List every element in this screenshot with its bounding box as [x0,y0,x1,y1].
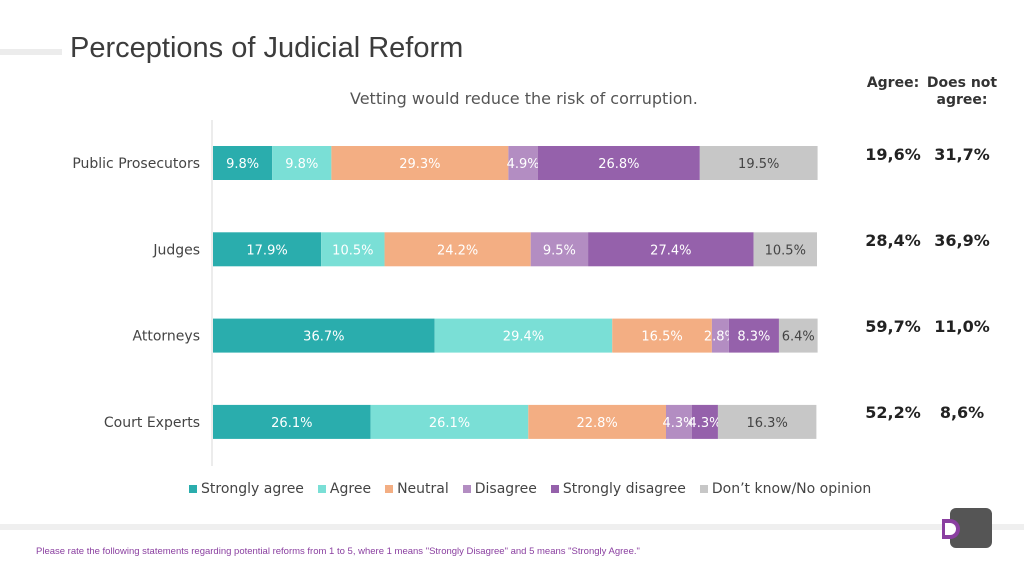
agree-column-header: Agree: [866,75,920,91]
legend-label: Strongly disagree [562,481,686,497]
agree-value-judges: 28,4% [865,231,921,250]
agree-value-public-prosecutors: 19,6% [865,145,921,164]
bar-segment [508,146,538,180]
legend-item: Agree [317,481,372,497]
not-agree-value-court-experts: 8,6% [939,403,985,422]
bar-segment [321,232,385,267]
data-label: 24.2% [437,243,478,258]
category-label: Public Prosecutors [72,156,200,172]
legend-item: Don’t know/No opinion [699,481,872,497]
legend-item: Neutral [385,481,449,497]
data-label: 4.9% [507,157,540,172]
bar-segment [666,404,692,439]
data-label: 9.8% [285,157,318,172]
bar-segment [588,232,754,267]
bar-segment [213,146,273,180]
chart-title: Vetting would reduce the risk of corrupt… [350,89,698,108]
not-agree-value-judges: 36,9% [934,231,990,250]
data-label: 16.3% [747,416,788,431]
data-label: 10.5% [332,243,373,258]
bar-segment [717,404,817,439]
bar-segment [728,318,779,353]
data-label: 17.9% [246,243,287,258]
data-label: 16.5% [641,330,682,345]
bar-segment [691,404,718,439]
agree-value-attorneys: 59,7% [865,317,921,336]
legend-swatch [462,485,471,493]
bar-segment [384,232,531,267]
bar-segment [370,404,529,439]
bar-segment [213,318,435,353]
legend-item: Strongly agree [189,481,304,497]
bar-segment [537,146,700,180]
bar-segment [213,404,371,439]
bar-segment [753,232,817,267]
not-agree-value-public-prosecutors: 31,7% [934,145,990,164]
legend-swatch [189,485,197,493]
bar-segment [213,232,322,267]
data-label: 4.3% [662,416,695,431]
not-agree-value-attorneys: 11,0% [934,317,990,336]
agree-value-court-experts: 52,2% [865,403,921,422]
data-label: 26.8% [598,157,639,172]
legend-label: Neutral [397,481,449,497]
footer-divider [0,524,1024,530]
stacked-bar-chart: Public Prosecutors 9.8% 9.8% 29.3% 4.9% 26.8%… [72,120,818,466]
data-label: 2.8% [704,330,737,345]
legend-swatch [550,485,559,493]
bar-segment [331,146,509,180]
data-label: 19.5% [738,157,779,172]
legend-label: Strongly agree [201,481,304,497]
legend-label: Disagree [474,481,537,497]
data-label: 10.5% [765,243,806,258]
footnote: Please rate the following statements reg… [36,546,640,557]
bar-segment [530,232,589,267]
brand-logo [942,508,992,548]
chart-legend: Strongly agree Agree Neutral Disagree Strong… [189,481,871,497]
data-label: 26.1% [271,416,312,431]
data-label: 27.4% [650,243,691,258]
data-label: 22.8% [576,416,617,431]
bar-segment [528,404,666,439]
data-label: 4.3% [688,416,721,431]
legend-label: Don’t know/No opinion [711,481,872,497]
data-label: 26.1% [429,416,470,431]
page-title: Perceptions of Judicial Reform [70,32,464,64]
legend-swatch [385,485,394,493]
legend-item: Strongly disagree [550,481,686,497]
data-label: 29.4% [503,330,544,345]
bar-segment [778,318,818,353]
data-label: 29.3% [399,157,440,172]
bar-segment [612,318,712,353]
legend-item: Disagree [462,481,537,497]
category-label: Court Experts [104,415,200,431]
data-label: 36.7% [303,330,344,345]
data-label: 9.5% [543,243,576,258]
category-label: Attorneys [133,329,200,345]
data-label: 8.3% [737,330,770,345]
not-agree-column-header: Does not agree: [926,75,998,108]
bar-segment [699,146,818,180]
data-label: 6.4% [782,330,815,345]
bar-segment [434,318,613,353]
bar-segment [711,318,729,353]
title-accent-bar [0,49,62,55]
bar-segment [272,146,332,180]
legend-swatch [317,485,326,493]
data-label: 9.8% [226,157,259,172]
legend-label: Agree [329,481,372,497]
category-label: Judges [152,242,200,258]
legend-swatch [699,485,708,493]
